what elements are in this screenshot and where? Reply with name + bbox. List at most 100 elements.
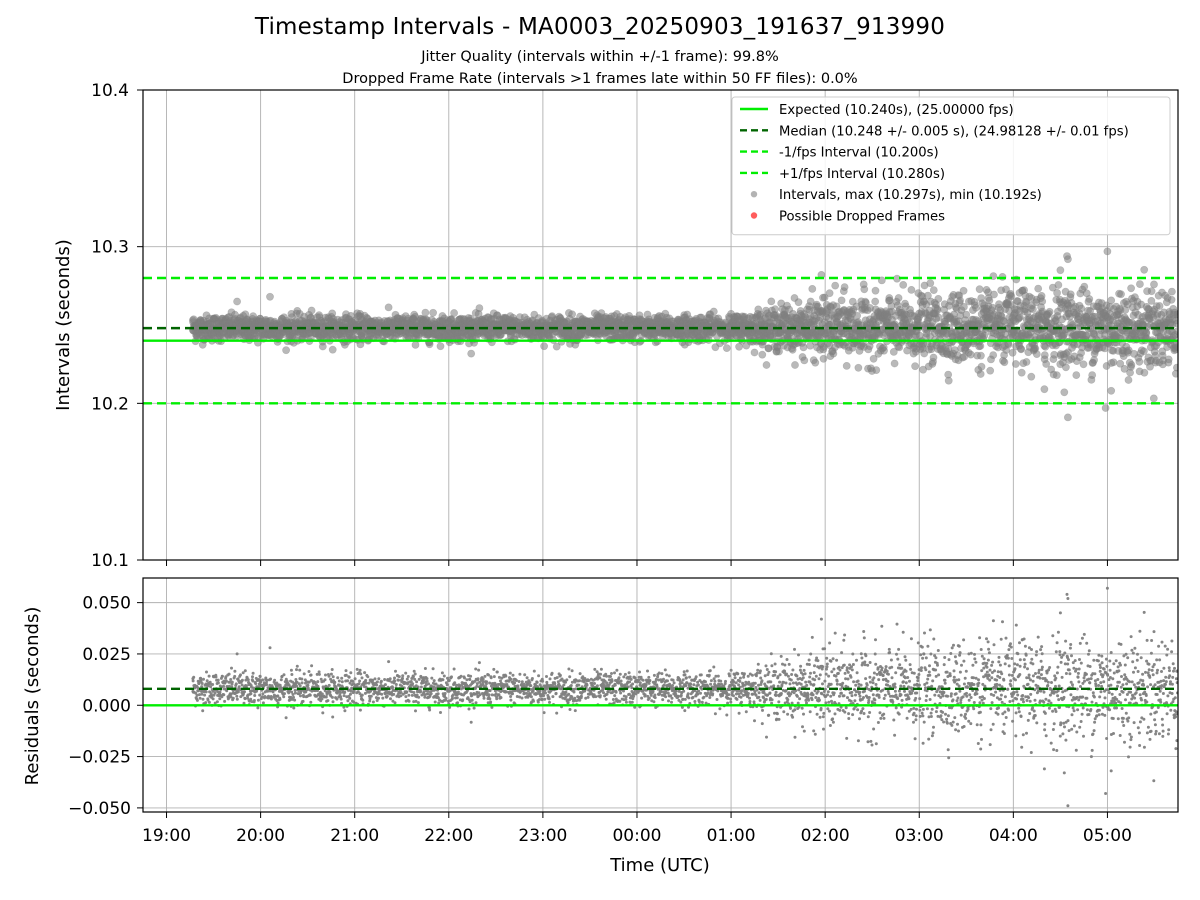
residual-point [307, 670, 311, 673]
residual-point [442, 674, 446, 678]
interval-point [1040, 351, 1049, 359]
residual-point [383, 683, 387, 687]
residual-point [469, 720, 473, 724]
interval-point [266, 292, 274, 301]
interval-point [1064, 413, 1072, 422]
residual-point [393, 676, 396, 680]
residual-point [293, 698, 297, 702]
residual-point [414, 709, 417, 713]
residual-point [295, 664, 299, 668]
interval-point [318, 342, 327, 351]
residual-point [432, 679, 436, 683]
interval-point [1066, 290, 1075, 299]
residual-point [375, 680, 379, 684]
interval-point [926, 279, 935, 288]
residual-point [513, 681, 517, 685]
residual-point [508, 671, 512, 675]
interval-point [853, 311, 861, 320]
residual-point [211, 683, 215, 686]
residual-point [258, 675, 262, 678]
residual-point [481, 677, 485, 681]
residual-point [349, 671, 353, 675]
residual-point [261, 701, 265, 705]
residual-point [451, 696, 454, 700]
residual-point [360, 676, 364, 680]
interval-point [880, 346, 888, 355]
residual-point [344, 669, 348, 673]
residual-point [251, 675, 254, 679]
interval-point [959, 286, 968, 295]
residual-point [358, 668, 362, 672]
interval-point [966, 350, 975, 359]
interval-point [975, 285, 984, 294]
interval-point [709, 307, 718, 316]
residual-point [320, 697, 324, 701]
interval-point [911, 362, 919, 371]
interval-point [894, 294, 903, 302]
residual-point [254, 682, 258, 686]
interval-point [1050, 350, 1059, 359]
residual-point [235, 697, 239, 701]
residual-point [456, 690, 460, 694]
residual-point [269, 677, 273, 681]
residual-point [431, 667, 435, 671]
residual-point [417, 677, 421, 681]
residual-point [261, 678, 265, 682]
residual-point [323, 678, 327, 682]
interval-point [1164, 355, 1173, 364]
interval-point [1004, 340, 1013, 349]
interval-point [989, 351, 998, 359]
residual-point [477, 661, 481, 665]
interval-point [1017, 345, 1025, 354]
residual-point [385, 694, 389, 698]
interval-point [1127, 284, 1135, 293]
interval-point [1127, 360, 1136, 369]
residual-point [331, 700, 335, 704]
interval-point [933, 306, 942, 314]
residual-point [240, 678, 244, 682]
top-y-tick-label: 10.3 [91, 238, 129, 258]
residual-point [200, 692, 204, 696]
residual-point [195, 698, 199, 702]
residual-point [468, 678, 472, 681]
interval-point [1062, 363, 1070, 372]
interval-point [980, 331, 989, 340]
residual-point [340, 676, 344, 680]
residual-point [360, 693, 364, 697]
residual-point [202, 677, 205, 681]
interval-point [1007, 292, 1016, 301]
residual-point [220, 674, 224, 678]
residual-point [430, 676, 434, 680]
residual-point [246, 678, 250, 682]
interval-point [328, 345, 337, 354]
residual-point [343, 690, 347, 694]
interval-point [436, 342, 445, 351]
residual-point [423, 695, 427, 699]
interval-point [540, 342, 548, 351]
residual-point [243, 690, 246, 694]
residual-point [316, 684, 320, 688]
residual-point [363, 671, 367, 675]
residual-point [214, 675, 218, 679]
interval-point [1101, 404, 1110, 412]
interval-point [976, 342, 985, 350]
residual-point [200, 682, 204, 685]
residual-point [269, 697, 273, 701]
interval-point [842, 361, 851, 370]
residual-point [509, 695, 513, 698]
residual-point [477, 668, 481, 672]
residual-point [207, 674, 211, 678]
residual-point [358, 708, 362, 712]
residual-point [309, 700, 313, 704]
residual-point [411, 682, 415, 686]
residual-point [256, 706, 260, 710]
residual-point [487, 693, 491, 697]
residual-point [489, 676, 493, 680]
interval-point [1173, 363, 1178, 372]
residual-point [203, 693, 207, 697]
interval-point [1053, 288, 1061, 297]
residual-point [443, 692, 447, 695]
interval-point [233, 297, 241, 306]
residual-point [340, 680, 344, 684]
interval-point [1029, 305, 1037, 313]
